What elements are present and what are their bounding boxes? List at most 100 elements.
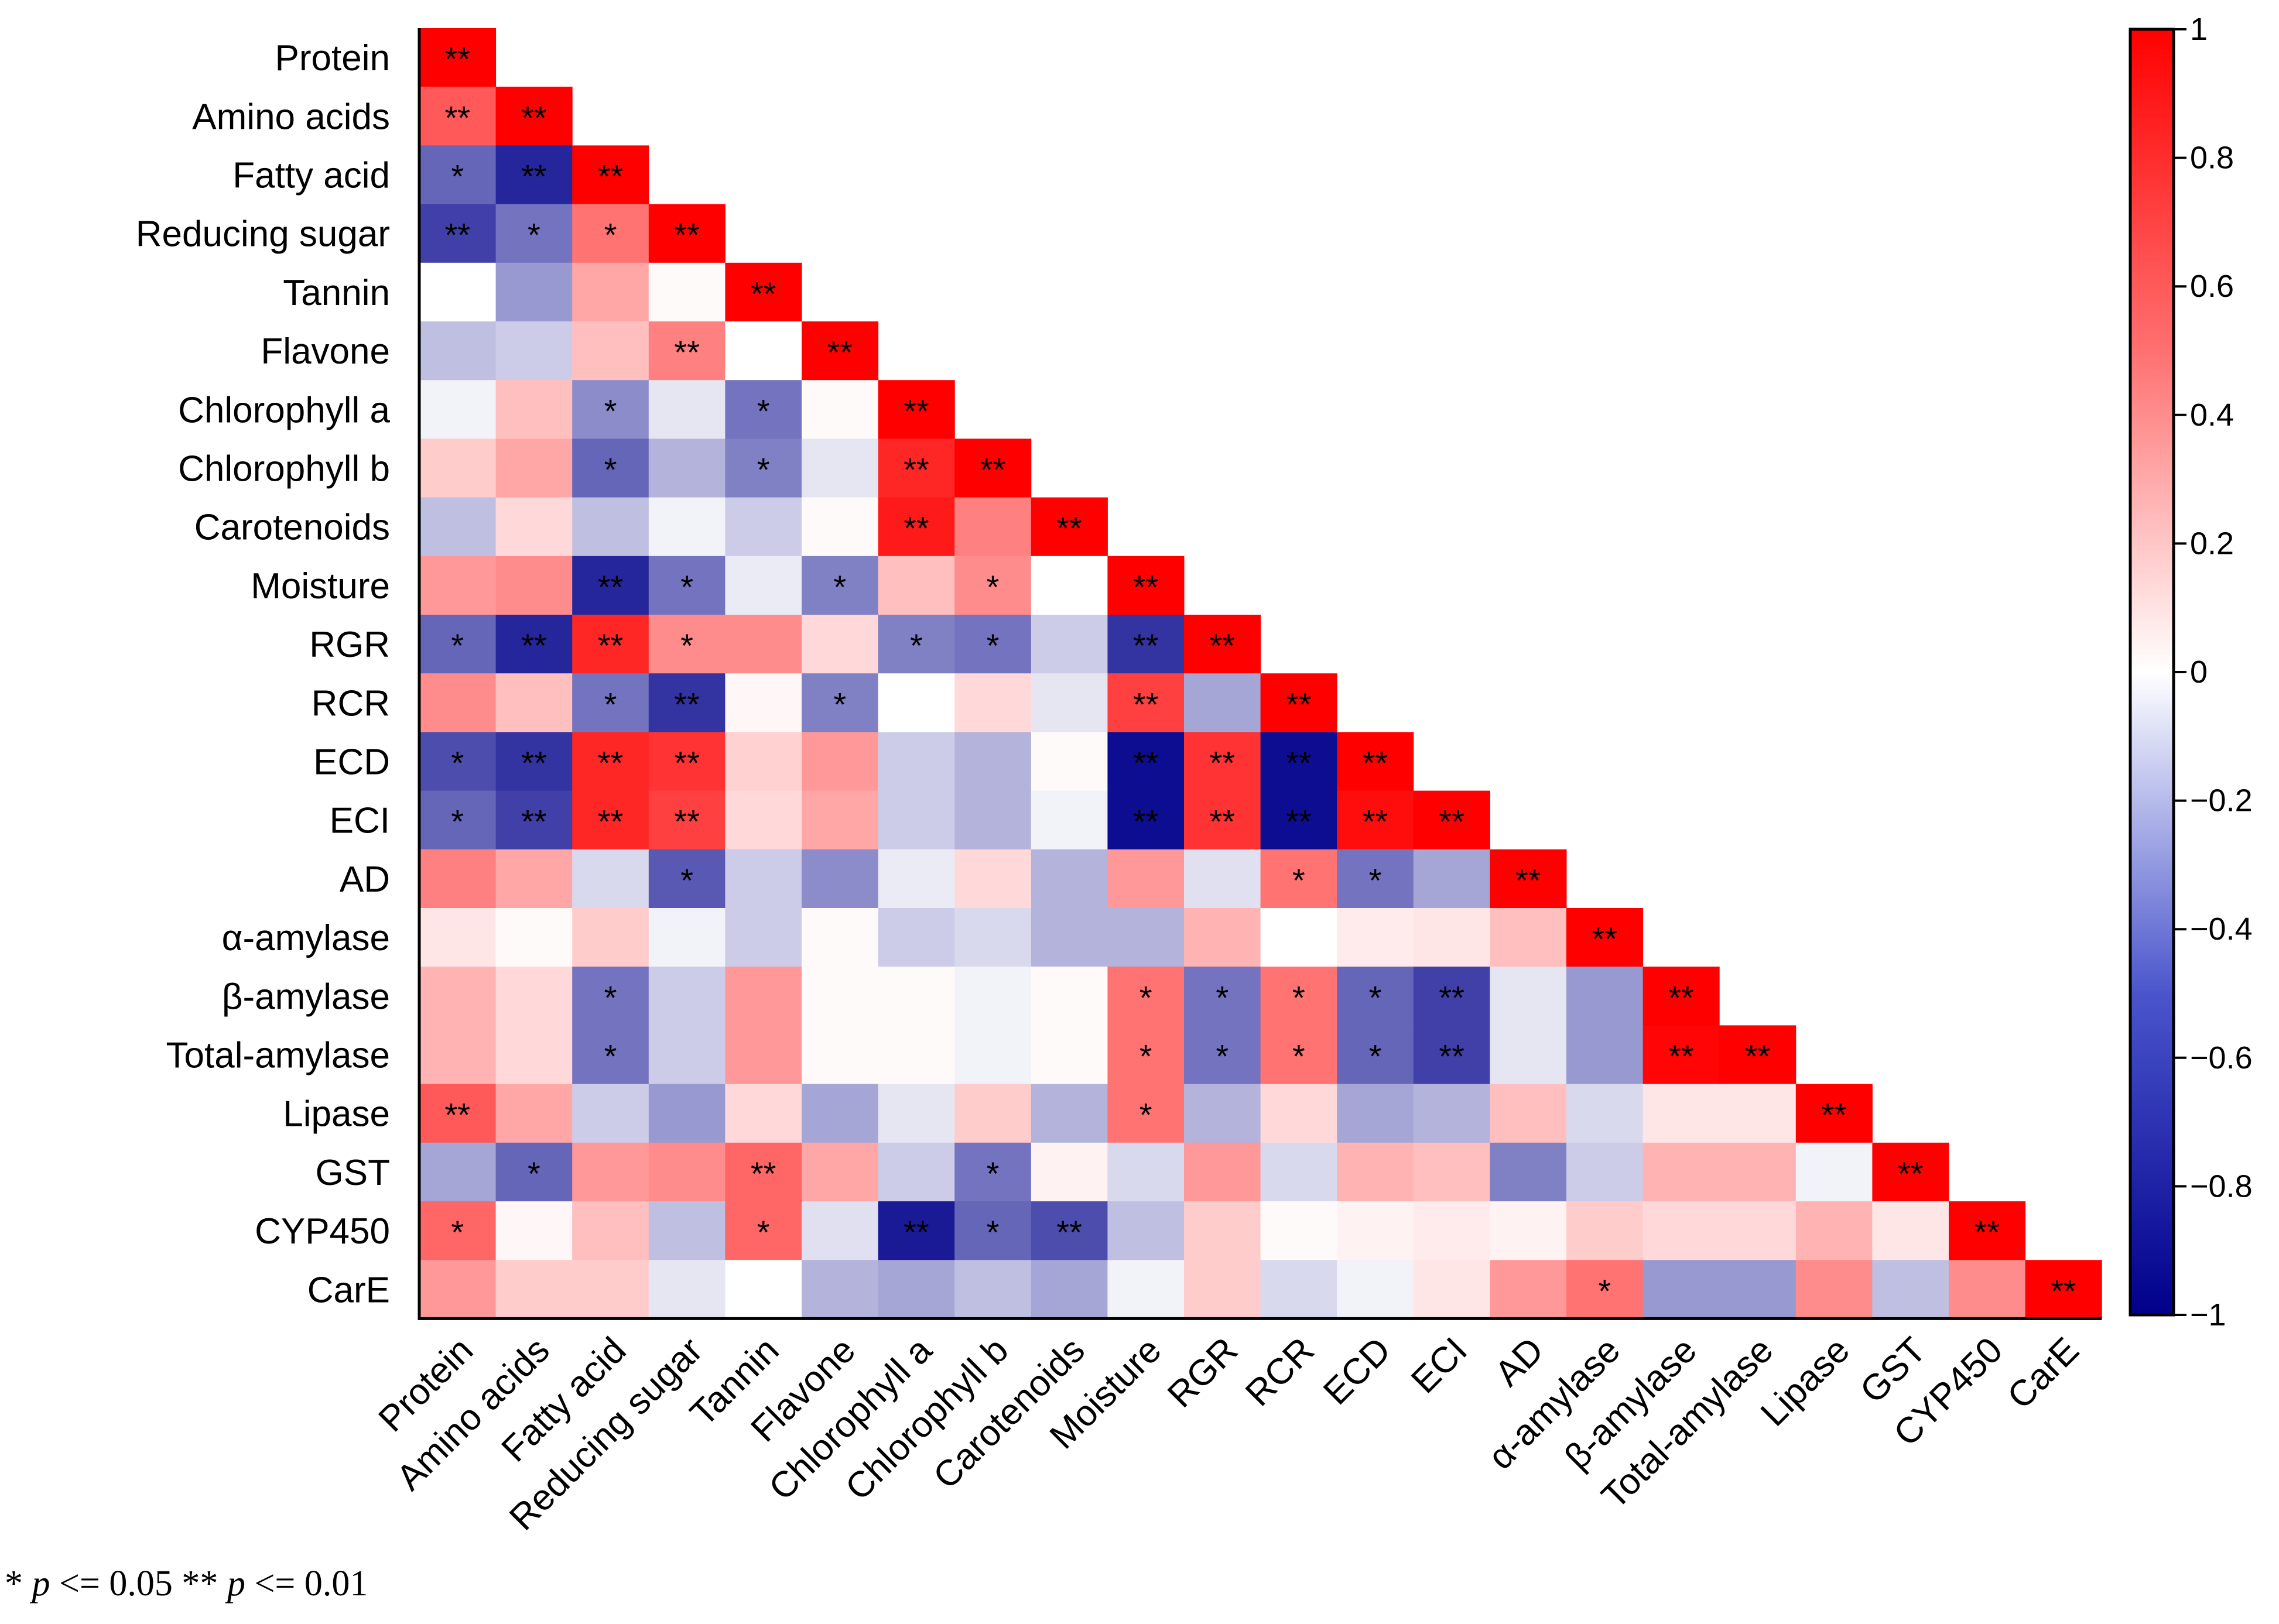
heatmap-cell xyxy=(1107,732,1185,792)
significance-footnote: * p <= 0.05 ** p <= 0.01 xyxy=(5,1563,368,1605)
colorbar-tick-label: 0.2 xyxy=(2190,526,2234,561)
heatmap-cell xyxy=(1107,673,1185,732)
heatmap-cell xyxy=(1337,790,1414,850)
significance-mark: ** xyxy=(1668,1038,1694,1075)
heatmap-cell xyxy=(572,321,649,381)
row-label: Flavone xyxy=(261,331,390,372)
row-label: Fatty acid xyxy=(232,156,390,196)
row-label: Lipase xyxy=(283,1094,390,1135)
heatmap-cell xyxy=(1184,1025,1261,1085)
heatmap-cell xyxy=(954,438,1032,498)
heatmap-cell xyxy=(725,1142,802,1202)
row-label: GST xyxy=(316,1153,390,1193)
heatmap-cell xyxy=(1413,1142,1490,1202)
row-label: CarE xyxy=(307,1270,390,1310)
heatmap-cell xyxy=(802,673,879,732)
significance-mark: * xyxy=(604,1038,617,1075)
row-label: AD xyxy=(340,859,390,900)
heatmap-cell xyxy=(495,967,573,1026)
heatmap-cell xyxy=(802,1142,879,1202)
plot-axes xyxy=(418,28,2102,1320)
heatmap-cell xyxy=(495,1084,573,1143)
significance-mark: ** xyxy=(1668,979,1694,1016)
significance-mark: * xyxy=(451,1214,464,1250)
heatmap-cell xyxy=(1490,1084,1567,1143)
heatmap-cell xyxy=(572,849,649,909)
heatmap-cell xyxy=(954,849,1032,909)
heatmap-cell xyxy=(572,1201,649,1260)
heatmap-cell xyxy=(954,1201,1032,1260)
heatmap-cell xyxy=(954,908,1032,967)
heatmap-cell xyxy=(495,145,573,205)
heatmap-cell xyxy=(1107,615,1185,674)
heatmap-cell xyxy=(1719,1142,1796,1202)
heatmap-cell xyxy=(1337,967,1414,1026)
significance-mark: ** xyxy=(751,1155,776,1192)
heatmap-cell xyxy=(419,1084,497,1143)
row-label: Chlorophyll b xyxy=(178,449,390,489)
heatmap-cell xyxy=(1031,1142,1108,1202)
heatmap-cell xyxy=(725,849,802,909)
row-label: α-amylase xyxy=(222,918,390,958)
heatmap-cell xyxy=(1413,1025,1490,1085)
significance-mark: * xyxy=(528,1155,540,1192)
significance-mark: * xyxy=(451,627,464,664)
heatmap-cell xyxy=(1490,1260,1567,1319)
heatmap-cell xyxy=(802,1260,879,1319)
heatmap-cell xyxy=(495,615,573,674)
heatmap-cell xyxy=(878,908,955,967)
heatmap-cell xyxy=(1566,908,1644,967)
heatmap-cell xyxy=(1872,1260,1949,1319)
row-label: CYP450 xyxy=(255,1211,390,1252)
footnote-cond1: <= 0.05 ** xyxy=(50,1564,227,1604)
heatmap-cell xyxy=(1566,1260,1644,1319)
significance-mark: ** xyxy=(521,627,547,664)
heatmap-cell xyxy=(725,673,802,732)
significance-mark: ** xyxy=(521,803,547,840)
heatmap-cell xyxy=(802,849,879,909)
significance-mark: * xyxy=(451,158,464,195)
colorbar-tick-label: 0.4 xyxy=(2190,398,2234,433)
heatmap-cell xyxy=(1795,1201,1873,1260)
row-label: Chlorophyll a xyxy=(178,390,390,430)
heatmap-cell xyxy=(725,615,802,674)
significance-mark: * xyxy=(987,568,1000,605)
heatmap-cell xyxy=(495,204,573,263)
heatmap-cell xyxy=(1566,1025,1644,1085)
heatmap-cell xyxy=(1184,790,1261,850)
heatmap-cell xyxy=(878,849,955,909)
heatmap-cell xyxy=(1107,556,1185,615)
heatmap-cell xyxy=(495,380,573,439)
heatmap-cell xyxy=(1260,790,1337,850)
heatmap-cell xyxy=(1184,1142,1261,1202)
heatmap-cell xyxy=(419,321,497,381)
heatmap-cell xyxy=(878,1201,955,1260)
significance-mark: * xyxy=(1292,862,1305,899)
significance-mark: ** xyxy=(674,745,700,782)
heatmap-cell xyxy=(419,28,497,87)
significance-mark: ** xyxy=(1975,1214,2000,1250)
heatmap-cell xyxy=(1566,1142,1644,1202)
row-label: Carotenoids xyxy=(194,508,390,548)
heatmap-cell xyxy=(1642,1260,1720,1319)
heatmap-cell xyxy=(1872,1142,1949,1202)
significance-mark: ** xyxy=(598,627,624,664)
heatmap-cell xyxy=(954,967,1032,1026)
heatmap-cell xyxy=(1337,1084,1414,1143)
heatmap-cell xyxy=(1642,1142,1720,1202)
heatmap-cell xyxy=(1566,1201,1644,1260)
significance-mark: ** xyxy=(1745,1038,1771,1075)
heatmap-cell xyxy=(1260,849,1337,909)
heatmap-cell xyxy=(572,204,649,263)
colorbar-tick-label: −0.8 xyxy=(2190,1169,2253,1204)
significance-mark: ** xyxy=(674,803,700,840)
heatmap-cell xyxy=(954,1084,1032,1143)
heatmap-cell xyxy=(802,1025,879,1085)
heatmap-cell xyxy=(648,438,726,498)
heatmap-cell xyxy=(1337,908,1414,967)
heatmap-cell xyxy=(725,1084,802,1143)
heatmap-cell xyxy=(1413,849,1490,909)
heatmap-cell xyxy=(1642,1025,1720,1085)
heatmap-cell xyxy=(1490,1201,1567,1260)
